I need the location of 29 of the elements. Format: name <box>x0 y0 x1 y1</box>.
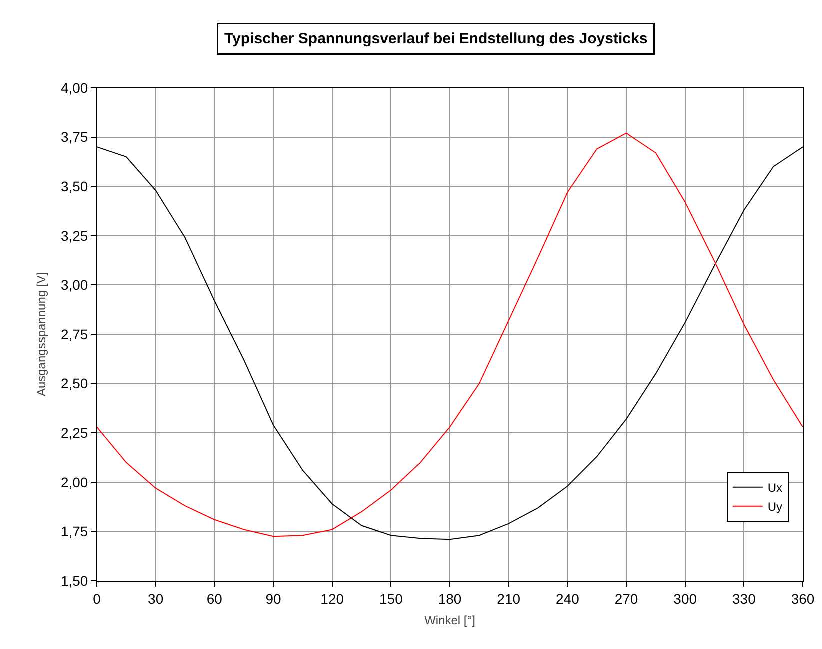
y-tick-label: 3,25 <box>60 228 88 244</box>
x-tick-label: 60 <box>206 590 223 607</box>
x-tick-label: 120 <box>320 590 344 607</box>
y-tick-label: 3,00 <box>60 277 88 294</box>
y-tick-label: 3,75 <box>60 129 88 146</box>
y-tick-label: 1,50 <box>60 572 88 589</box>
x-tick-label: 210 <box>497 590 521 607</box>
y-tick-label: 2,75 <box>60 326 88 342</box>
x-tick-label: 30 <box>148 590 164 607</box>
chart-title: Typischer Spannungsverlauf bei Endstellung des Joysticks <box>224 30 648 48</box>
x-tick-label: 180 <box>438 590 462 607</box>
legend-label: Ux <box>768 481 783 496</box>
y-tick-label: 2,25 <box>60 425 88 441</box>
y-tick-label: 2,50 <box>60 376 88 392</box>
x-tick-label: 330 <box>732 590 756 607</box>
x-tick-label: 270 <box>614 590 638 607</box>
x-tick-label: 0 <box>93 590 102 607</box>
x-tick-label: 150 <box>379 590 404 607</box>
y-tick-label: 4,00 <box>60 80 88 96</box>
x-tick-label: 300 <box>674 590 698 607</box>
y-tick-label: 1,75 <box>60 524 88 540</box>
x-tick-label: 240 <box>556 590 580 607</box>
y-tick-label: 3,50 <box>60 178 88 194</box>
y-tick-label: 2,00 <box>60 474 88 490</box>
x-axis-title: Winkel [°] <box>424 614 476 628</box>
legend-label: Uy <box>768 500 783 514</box>
x-tick-label: 90 <box>266 590 282 607</box>
y-axis-title: Ausgangsspannung [V] <box>34 272 48 397</box>
x-tick-label: 360 <box>791 590 815 607</box>
